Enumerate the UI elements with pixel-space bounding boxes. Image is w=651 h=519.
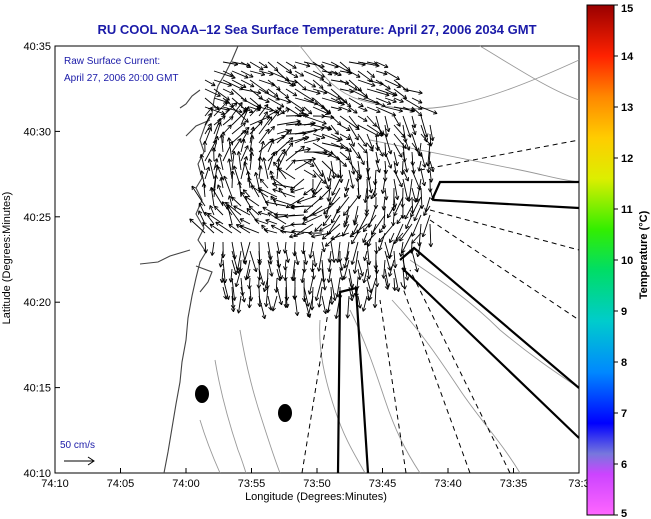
colorbar-tick-label: 12 (621, 153, 633, 165)
colorbar-tick-label: 15 (621, 3, 633, 15)
x-tick-label: 74:10 (41, 478, 69, 490)
colorbar-tick-label: 6 (621, 459, 627, 471)
x-tick-label: 73:3 (568, 478, 589, 490)
y-tick-label: 40:35 (23, 41, 51, 53)
coastline (139, 45, 239, 474)
scale-label: 50 cm/s (60, 440, 95, 451)
x-tick-label: 73:40 (434, 478, 462, 490)
y-tick-label: 40:30 (23, 126, 51, 138)
colorbar-tick-label: 7 (621, 408, 627, 420)
y-tick-label: 40:25 (23, 212, 51, 224)
x-axis-label: Longitude (Degrees:Minutes) (245, 491, 387, 503)
colorbar-tick-label: 10 (621, 255, 633, 267)
y-tick-label: 40:10 (23, 468, 51, 480)
buoy-marker (195, 385, 209, 403)
y-tick-label: 40:20 (23, 297, 51, 309)
colorbar-tick-label: 11 (621, 204, 633, 216)
current-legend-time: April 27, 2006 20:00 GMT (64, 73, 179, 84)
y-axis-ticks: 40:35 40:30 40:25 40:20 40:15 40:10 (23, 41, 60, 480)
colorbar-label: Temperature (°C) (638, 210, 650, 299)
x-tick-label: 73:50 (303, 478, 331, 490)
y-axis-label: Latitude (Degrees:Minutes) (1, 192, 13, 325)
x-tick-label: 74:05 (107, 478, 135, 490)
map-title: RU COOL NOAA–12 Sea Surface Temperature:… (97, 22, 536, 37)
x-tick-label: 73:45 (369, 478, 397, 490)
temperature-colorbar (586, 4, 615, 516)
colorbar-tick-label: 8 (621, 357, 627, 369)
surface-current-vectors (189, 61, 438, 320)
current-legend-title: Raw Surface Current: (64, 56, 160, 67)
colorbar-tick-label: 14 (621, 51, 634, 63)
x-axis-ticks: 74:10 74:05 74:00 73:55 73:50 73:45 73:40 73:35… (41, 468, 590, 490)
colorbar-tick-label: 13 (621, 102, 633, 114)
colorbar-tick-label: 5 (621, 508, 627, 519)
bathymetry-contours (199, 45, 580, 474)
x-tick-label: 73:55 (238, 478, 266, 490)
map-frame (54, 45, 580, 474)
colorbar-ticks: 15 14 13 12 11 10 9 8 7 6 5 (614, 3, 634, 519)
colorbar-tick-label: 9 (621, 306, 627, 318)
buoy-marker (278, 404, 292, 422)
map-area (54, 45, 580, 474)
x-tick-label: 73:35 (500, 478, 528, 490)
y-tick-label: 40:15 (23, 383, 51, 395)
satellite-swath-lines (301, 139, 580, 474)
x-tick-label: 74:00 (172, 478, 200, 490)
scale-arrow (64, 456, 95, 466)
